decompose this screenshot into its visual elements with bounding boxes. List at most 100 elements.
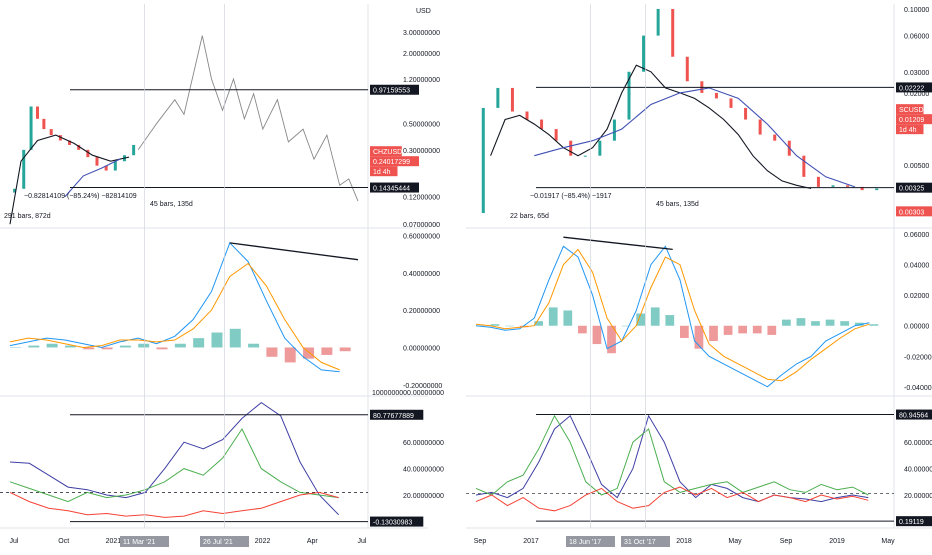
candle	[846, 185, 850, 187]
candle	[510, 87, 514, 112]
candle	[525, 111, 529, 120]
x-tick-label: 2022	[255, 538, 271, 545]
histogram-bar	[248, 343, 260, 348]
moving-average-line-2	[534, 87, 856, 188]
histogram-bar	[46, 343, 58, 348]
x-tick-label: 2018	[676, 538, 692, 545]
histogram-bar	[505, 325, 514, 327]
time-highlight-bg	[120, 536, 169, 547]
candle	[496, 87, 500, 108]
series-line	[9, 401, 340, 516]
histogram-bar	[119, 345, 131, 348]
candle	[598, 140, 602, 156]
y-tick-label: -0.02000	[904, 354, 932, 361]
time-highlight-bg	[200, 536, 249, 547]
x-tick-label: Sep	[474, 538, 487, 545]
price-label: 0.24017299	[373, 159, 410, 166]
price-label-bg	[896, 104, 924, 115]
y-tick-label: 0.06000	[904, 232, 929, 239]
candle	[744, 107, 748, 120]
currency-label: USD	[416, 8, 431, 15]
series-line	[475, 414, 869, 496]
histogram-bar	[156, 347, 168, 350]
y-tick-label: -0.04000	[904, 385, 932, 392]
y-tick-label: 0.12000000	[403, 195, 440, 202]
histogram-bar	[752, 325, 762, 334]
left-adx-panel[interactable]: 60.00000000 40.00000000 20.00000000 80.7767…	[0, 396, 444, 529]
candle	[58, 135, 62, 141]
histogram-bar	[709, 325, 718, 342]
candle	[816, 176, 820, 187]
candle	[860, 186, 864, 191]
time-highlight-bg	[621, 536, 670, 547]
histogram-bar	[578, 325, 587, 334]
histogram-bar	[211, 332, 223, 348]
candle	[569, 140, 573, 156]
level-label: 80.77677889	[373, 413, 414, 420]
price-label-bg	[896, 114, 932, 125]
right-adx-panel[interactable]: 60.00000000 40.00000000 20.00000000 80.9456…	[466, 396, 932, 529]
time-highlight-bg	[566, 536, 615, 547]
candle	[22, 149, 26, 189]
candle	[875, 188, 879, 191]
candle	[831, 185, 835, 187]
candle	[642, 35, 646, 72]
time-highlight-label: 26 Jul '21	[203, 539, 233, 546]
histogram-bar	[592, 325, 602, 345]
left-price-panel[interactable]: 3.00000000 2.00000000 1.20000000 0.50000000…	[0, 4, 440, 229]
candle	[554, 129, 558, 141]
x-tick-label: May	[728, 538, 742, 545]
histogram-bar	[650, 307, 660, 326]
histogram-bar	[193, 338, 205, 348]
level-label: 0.19119	[899, 519, 924, 526]
y-tick-label: 0.00000	[904, 324, 929, 331]
x-tick-label: Sep	[780, 538, 793, 545]
candle	[77, 144, 81, 150]
y-tick-label: 0.00000000	[403, 345, 440, 352]
candle	[95, 157, 99, 166]
price-label: 0.01209	[899, 117, 924, 124]
histogram-bar	[738, 325, 748, 334]
candle	[104, 165, 108, 171]
histogram-bar	[796, 318, 806, 326]
level-label: 0.97159553	[373, 88, 410, 95]
histogram-bar	[266, 347, 278, 357]
candle	[13, 188, 17, 193]
right-price-panel[interactable]: 0.100000.060000.030000.020000.005000.002…	[466, 4, 932, 229]
histogram-bar	[174, 343, 186, 348]
histogram-bar	[621, 325, 631, 327]
time-highlight-label: 11 Mar '21	[123, 539, 155, 546]
right-macd-panel[interactable]: 0.06000 0.04000 0.02000 0.00000 -0.02000 -0.0…	[466, 228, 932, 397]
y-tick-label: 2.00000000	[403, 51, 440, 58]
candle	[685, 56, 689, 82]
histogram-bar	[28, 345, 40, 348]
histogram-bar	[636, 313, 646, 326]
level-label: -0.13030983	[373, 520, 412, 527]
series-line	[475, 248, 870, 382]
right-time-axis[interactable]: Sep2017MaySep2018MaySep2019May18 Jun '17…	[466, 4, 932, 547]
series-line	[9, 241, 340, 373]
candle	[714, 92, 718, 99]
level-label-bg	[896, 182, 932, 193]
histogram-bar	[339, 347, 351, 352]
divergence-line	[229, 242, 359, 261]
histogram-bar	[563, 310, 573, 326]
series-line	[9, 262, 340, 371]
x-tick-label: Jul	[358, 538, 367, 545]
histogram-bar	[229, 328, 241, 348]
level-label-bg	[370, 409, 424, 420]
left-macd-panel[interactable]: 0.60000000 0.40000000 0.20000000 0.00000000…	[0, 228, 444, 397]
level-label-bg	[370, 84, 419, 95]
histogram-bar	[680, 325, 689, 338]
y-tick-label: 60.00000000	[403, 440, 444, 447]
price-label: 1d 4h	[373, 169, 391, 176]
y-tick-label: 40.00000000	[904, 467, 932, 474]
y-tick-label: 0.07000000	[403, 222, 440, 229]
y-tick-label: 0.40000000	[403, 271, 440, 278]
level-label-bg	[370, 182, 419, 193]
histogram-bar	[138, 343, 150, 348]
histogram-bar	[64, 345, 76, 348]
histogram-bar	[782, 319, 791, 326]
